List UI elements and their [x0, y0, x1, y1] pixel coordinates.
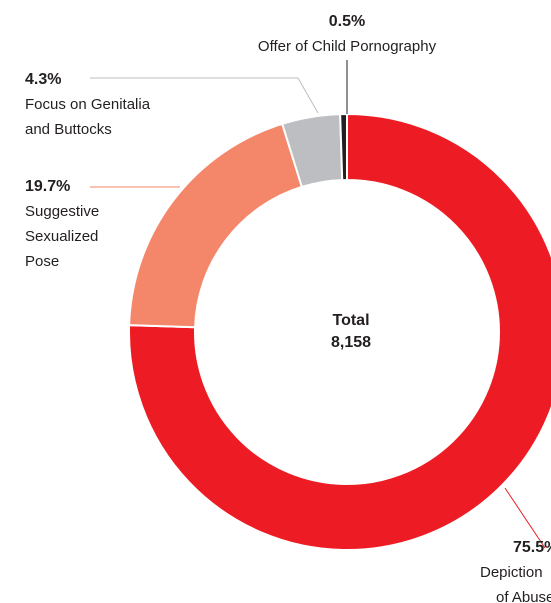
category-label: Depiction: [480, 564, 543, 581]
value-label: 75.5%: [513, 539, 551, 556]
category-label: Sexualized: [25, 228, 98, 245]
value-label: 0.5%: [329, 13, 365, 30]
donut-segment: [339, 112, 348, 182]
donut-segment: [128, 122, 304, 329]
leader-line: [90, 77, 319, 114]
center-label: Total: [332, 312, 369, 329]
value-label: 19.7%: [25, 178, 70, 195]
center-label: 8,158: [331, 334, 371, 351]
category-label: of Abuse: [496, 589, 551, 603]
category-label: Suggestive: [25, 203, 99, 220]
category-label: Offer of Child Pornography: [258, 38, 437, 55]
category-label: and Buttocks: [25, 121, 112, 138]
value-label: 4.3%: [25, 71, 61, 88]
category-label: Pose: [25, 253, 59, 270]
leader-line: [504, 487, 546, 549]
donut-segment: [128, 112, 551, 551]
category-label: Focus on Genitalia: [25, 96, 151, 113]
